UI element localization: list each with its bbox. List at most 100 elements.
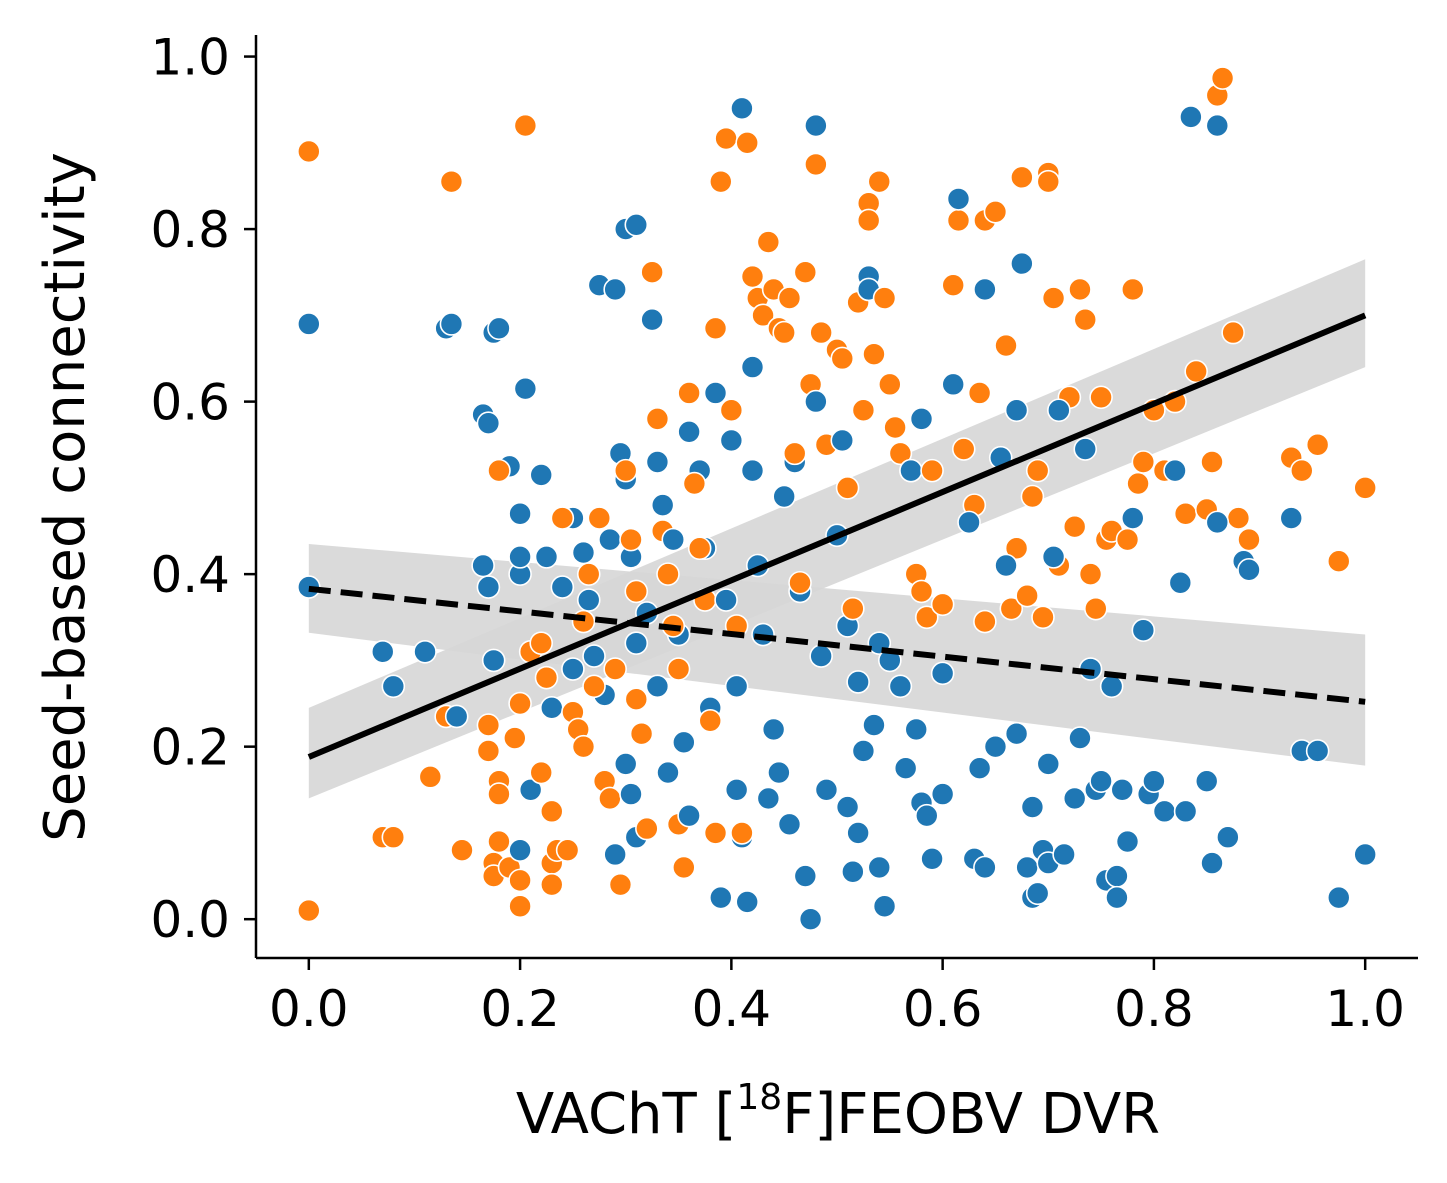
point-blue: [973, 277, 997, 302]
point-orange: [941, 273, 966, 297]
point-blue: [444, 704, 469, 729]
point-orange: [576, 562, 601, 586]
point-orange: [951, 437, 976, 461]
point-orange: [835, 476, 860, 500]
point-orange: [624, 687, 649, 712]
point-blue: [677, 803, 701, 828]
point-orange: [571, 609, 596, 634]
point-orange: [603, 657, 627, 681]
point-blue: [899, 458, 923, 483]
point-orange: [687, 536, 712, 561]
point-orange: [666, 657, 691, 681]
point-orange: [476, 713, 501, 737]
point-orange: [1010, 165, 1034, 190]
point-blue: [957, 510, 981, 535]
point-blue: [1205, 113, 1230, 138]
point-orange: [703, 316, 728, 341]
point-orange: [1305, 432, 1330, 457]
y-tick-label: 0.2: [150, 719, 230, 777]
point-orange: [851, 398, 876, 423]
point-orange: [381, 825, 406, 850]
point-orange: [772, 320, 796, 345]
point-orange: [878, 372, 902, 397]
y-tick-label: 0.8: [150, 201, 230, 259]
point-orange: [1004, 536, 1029, 561]
point-orange: [756, 230, 781, 254]
point-orange: [656, 562, 680, 586]
point-orange: [1226, 506, 1251, 530]
point-orange: [1073, 307, 1098, 332]
point-orange: [1025, 458, 1050, 483]
point-blue: [508, 501, 532, 526]
point-blue: [1099, 674, 1124, 699]
point-orange: [1068, 277, 1092, 302]
x-tick-label: 0.2: [480, 980, 560, 1038]
point-blue: [1020, 795, 1045, 819]
point-orange: [1184, 359, 1208, 384]
point-blue: [1237, 558, 1261, 582]
point-blue: [756, 786, 781, 811]
x-tick-label: 0.0: [269, 980, 349, 1038]
point-orange: [1036, 169, 1061, 194]
point-blue: [603, 277, 627, 302]
point-blue: [804, 389, 828, 414]
point-blue: [740, 458, 765, 483]
point-blue: [973, 855, 997, 880]
point-orange: [1078, 562, 1103, 586]
x-tick-label: 0.4: [692, 980, 772, 1038]
point-blue: [1142, 769, 1166, 793]
point-blue: [481, 648, 506, 673]
point-blue: [508, 545, 532, 569]
point-orange: [973, 609, 997, 634]
point-orange: [587, 506, 612, 530]
point-blue: [1326, 885, 1351, 910]
point-blue: [561, 657, 585, 681]
y-ticks: 0.0 0.2 0.4 0.6 0.8 1.0: [150, 29, 256, 949]
point-blue: [598, 527, 622, 552]
point-orange: [1089, 385, 1113, 410]
point-orange: [1173, 501, 1198, 526]
point-blue: [1052, 842, 1076, 867]
point-blue: [513, 376, 538, 401]
point-blue: [1062, 786, 1087, 811]
point-blue: [1010, 251, 1034, 276]
point-orange: [487, 782, 511, 806]
point-orange: [672, 855, 696, 880]
point-blue: [550, 575, 575, 599]
point-orange: [513, 113, 538, 138]
point-blue: [851, 739, 876, 763]
point-orange: [682, 471, 707, 496]
point-blue: [1089, 769, 1113, 793]
point-blue: [1004, 721, 1029, 746]
point-orange: [1221, 320, 1245, 345]
point-orange: [830, 346, 855, 371]
point-blue: [946, 187, 971, 211]
point-blue: [888, 674, 913, 699]
point-blue: [967, 756, 992, 781]
point-blue: [529, 463, 554, 487]
point-orange: [782, 441, 807, 466]
point-orange: [1015, 583, 1039, 608]
point-orange: [698, 708, 723, 733]
point-blue: [1216, 825, 1240, 850]
point-blue: [772, 484, 796, 509]
point-blue: [724, 674, 749, 699]
point-blue: [841, 859, 865, 884]
point-blue: [1073, 437, 1098, 461]
point-blue: [476, 411, 501, 435]
point-blue: [814, 777, 839, 802]
point-blue: [624, 631, 649, 655]
point-blue: [677, 420, 701, 444]
point-blue: [867, 855, 892, 880]
point-orange: [872, 286, 897, 310]
point-blue: [846, 670, 870, 694]
point-orange: [508, 691, 532, 716]
point-blue: [809, 644, 833, 668]
point-orange: [856, 208, 881, 233]
point-orange: [888, 441, 913, 466]
point-blue: [724, 777, 749, 802]
point-blue: [930, 661, 955, 686]
point-orange: [613, 458, 638, 483]
point-orange: [550, 506, 575, 530]
point-orange: [1115, 527, 1140, 552]
